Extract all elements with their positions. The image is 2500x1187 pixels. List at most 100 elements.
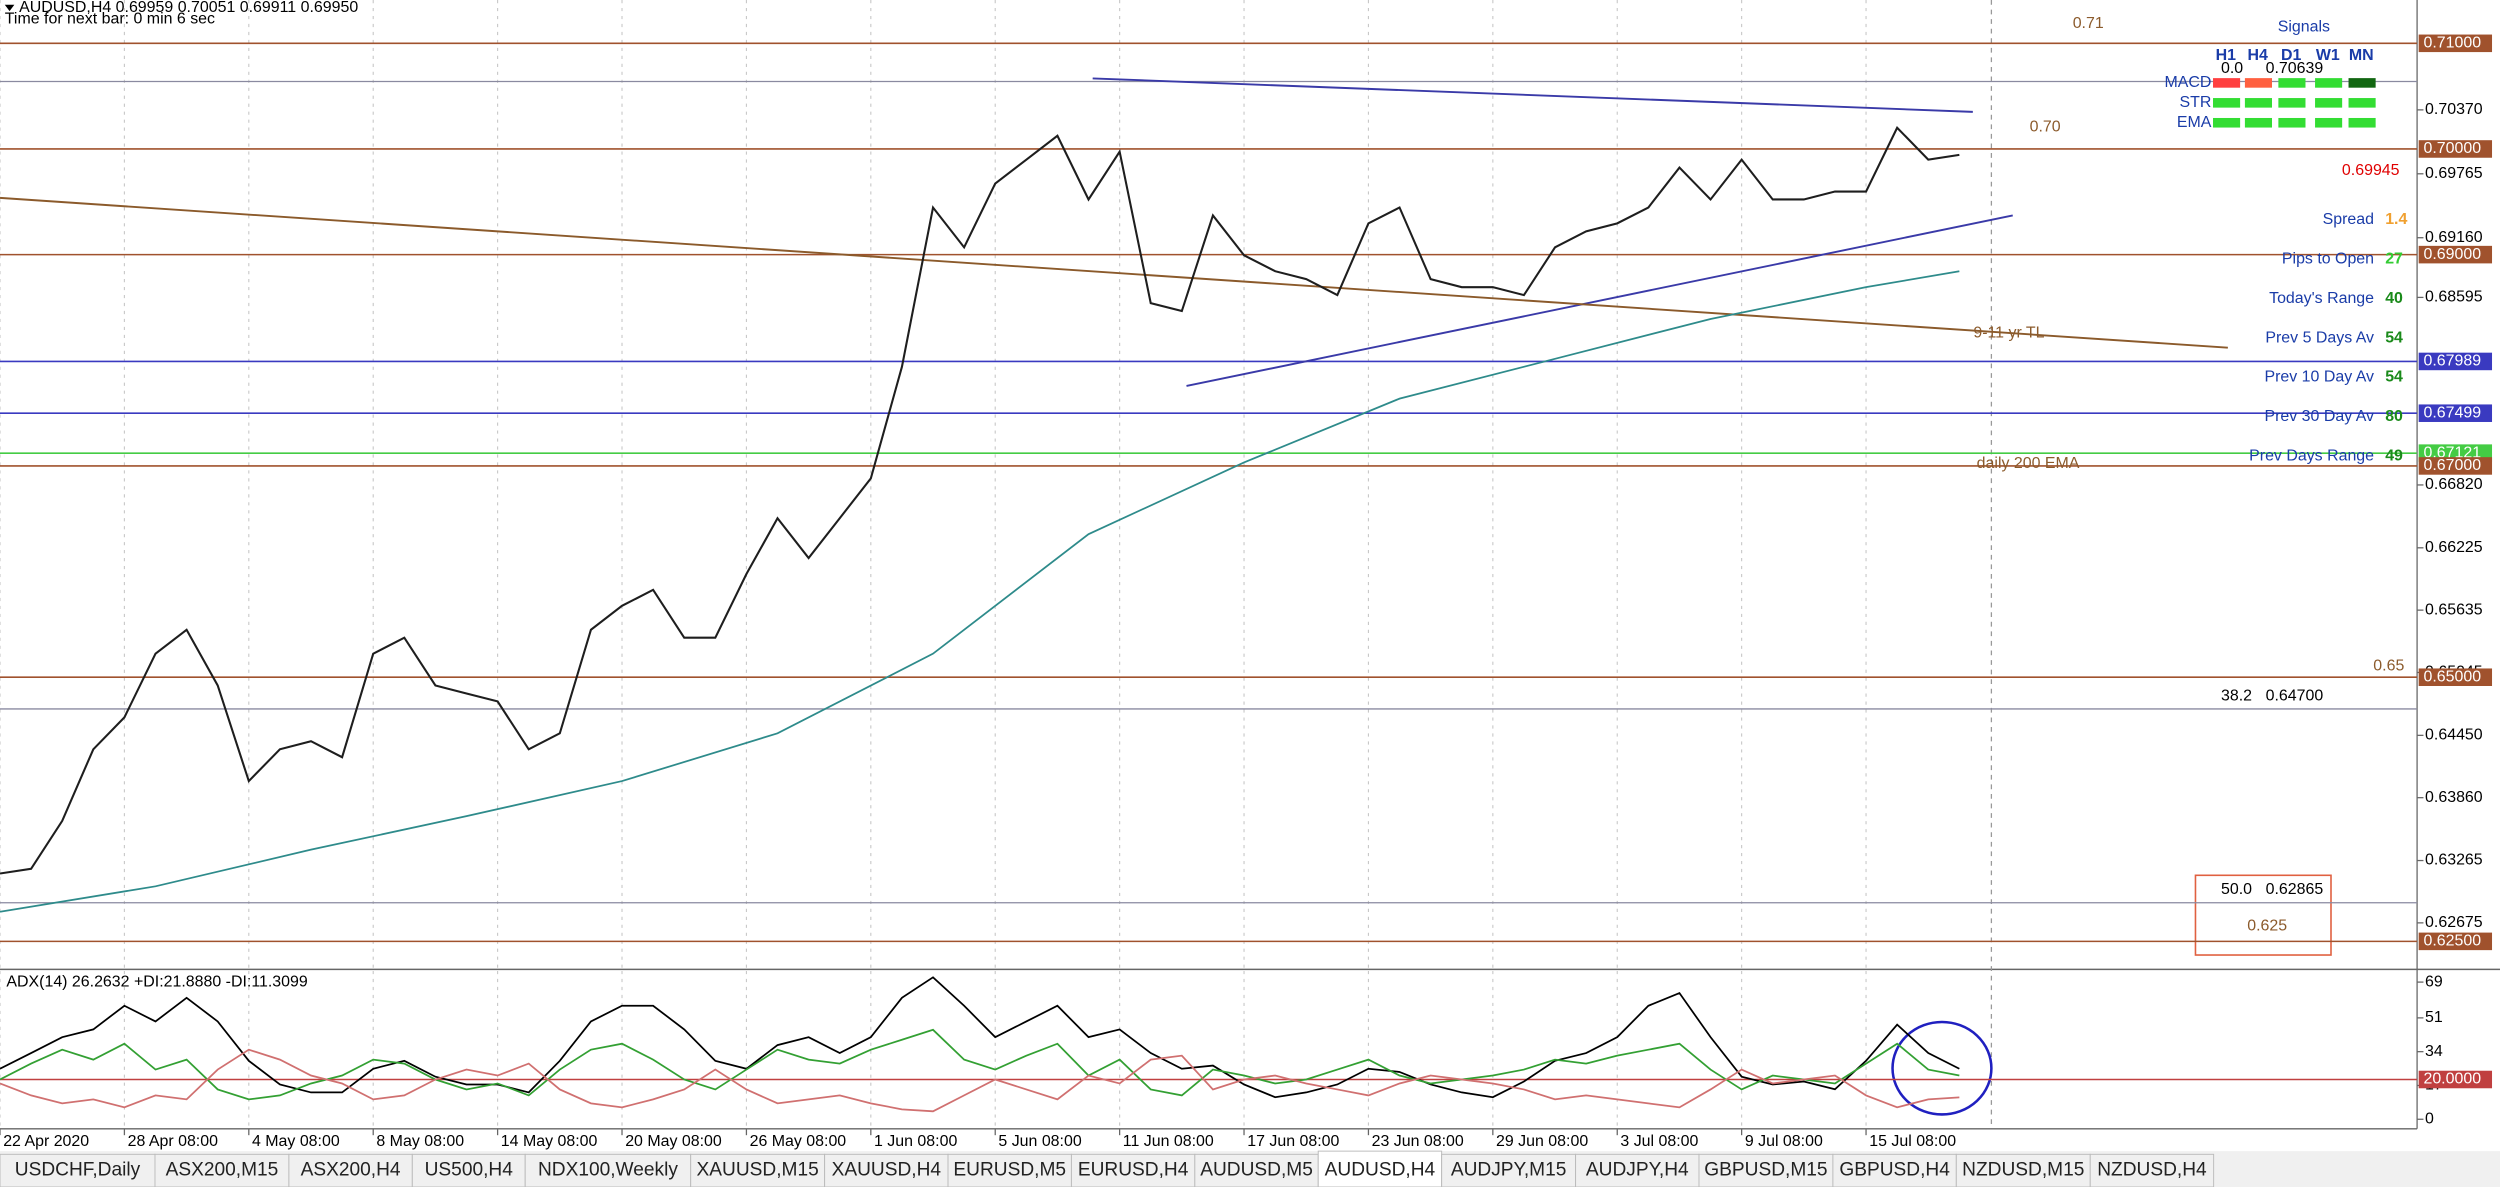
info-value: 49 — [2385, 448, 2403, 465]
trendline — [1186, 214, 2013, 387]
info-value: 54 — [2385, 329, 2403, 346]
signal-cell — [2278, 78, 2306, 88]
level-label: 0.62500 — [2423, 933, 2481, 950]
x-tick-label: 29 Jun 08:00 — [1496, 1133, 1588, 1150]
tab[interactable] — [1194, 1153, 1319, 1187]
target-box — [2194, 874, 2332, 956]
tab-label[interactable]: XAUUSD,M15 — [697, 1159, 819, 1180]
tab-label[interactable]: AUDJPY,M15 — [1451, 1159, 1567, 1180]
tab-label[interactable]: ASX200,M15 — [166, 1159, 279, 1180]
signal-column: D1 — [2281, 47, 2302, 64]
tab-label[interactable]: USDCHF,Daily — [15, 1159, 141, 1180]
level-label-box — [2418, 457, 2493, 475]
level-label: 0.71000 — [2423, 35, 2481, 52]
tab[interactable] — [824, 1153, 949, 1187]
signal-cell — [2244, 98, 2273, 108]
signal-row-label: EMA — [2177, 114, 2212, 131]
annotation: 0.71 — [2073, 15, 2104, 32]
signal-cell — [2348, 98, 2376, 108]
annotation: daily 200 EMA — [1977, 455, 2080, 472]
level-label-box — [2418, 404, 2493, 422]
y-tick-label: 0 — [2425, 1110, 2434, 1127]
series-line — [0, 125, 1960, 875]
tab-label[interactable]: NDX100,Weekly — [538, 1159, 678, 1180]
level-label: 20.0000 — [2423, 1071, 2481, 1088]
signal-row-label: MACD — [2164, 74, 2211, 91]
level-label: 0.67000 — [2423, 457, 2481, 474]
tab[interactable] — [0, 1153, 156, 1187]
y-tick-label: 0.66225 — [2425, 539, 2483, 556]
annotation: 0.625 — [2247, 918, 2287, 935]
tab[interactable] — [1441, 1153, 1577, 1187]
level-label-box — [2418, 668, 2493, 687]
signal-row-label: STR — [2180, 94, 2212, 111]
x-tick-label: 8 May 08:00 — [376, 1133, 464, 1150]
x-tick-label: 3 Jul 08:00 — [1620, 1133, 1698, 1150]
tab-label[interactable]: EURUSD,M5 — [953, 1159, 1066, 1180]
y-tick-label: 0.68595 — [2425, 289, 2483, 306]
level-label: 0.67989 — [2423, 353, 2481, 370]
y-tick-label: 51 — [2425, 1009, 2443, 1026]
signal-cell — [2213, 117, 2241, 128]
tab[interactable] — [947, 1153, 1072, 1187]
tab-label[interactable]: XAUUSD,H4 — [832, 1159, 942, 1180]
level-label-box — [2418, 34, 2493, 53]
tab-label[interactable]: ASX200,H4 — [301, 1159, 401, 1180]
series-line — [0, 1048, 1960, 1113]
x-tick-label: 4 May 08:00 — [252, 1133, 340, 1150]
info-label: Prev 5 Days Av — [2265, 329, 2374, 346]
signal-cell — [2315, 78, 2343, 88]
x-tick-label: 22 Apr 2020 — [3, 1133, 89, 1150]
info-value: 40 — [2385, 290, 2403, 307]
tab-label[interactable]: US500,H4 — [425, 1159, 514, 1180]
tab[interactable] — [1955, 1153, 2091, 1187]
level-label-box — [2418, 932, 2493, 951]
tab-label[interactable]: GBPUSD,H4 — [1839, 1159, 1950, 1180]
tab-label[interactable]: AUDUSD,M5 — [1200, 1159, 1313, 1180]
fib-ratio: 50.0 — [2221, 881, 2252, 898]
y-tick-label: 69 — [2425, 973, 2443, 990]
signal-cell — [2278, 98, 2306, 108]
x-tick-label: 1 Jun 08:00 — [874, 1133, 957, 1150]
indicator-title: ADX(14) 26.2632 +DI:21.8880 -DI:11.3099 — [6, 973, 308, 990]
fib-price: 0.62865 — [2266, 881, 2324, 898]
series-line — [0, 976, 1960, 1099]
signal-column: MN — [2349, 47, 2374, 64]
tab[interactable] — [1575, 1153, 1700, 1187]
x-tick-label: 23 Jun 08:00 — [1372, 1133, 1464, 1150]
info-value: 54 — [2385, 369, 2403, 386]
level-label: 0.65000 — [2423, 668, 2481, 685]
info-value: 1.4 — [2385, 211, 2407, 228]
trendline — [0, 196, 2228, 349]
level-label: 0.67121 — [2423, 444, 2481, 461]
series-line — [0, 270, 1960, 913]
signal-cell — [2348, 78, 2376, 88]
tab-label[interactable]: AUDUSD,H4 — [1325, 1159, 1436, 1180]
tab[interactable] — [411, 1153, 526, 1187]
tab[interactable] — [690, 1153, 826, 1187]
tab-label[interactable]: NZDUSD,H4 — [2097, 1159, 2207, 1180]
tab[interactable] — [154, 1153, 290, 1187]
info-label: Prev 30 Day Av — [2264, 408, 2374, 425]
level-label-box — [2418, 140, 2493, 158]
info-label: Prev Days Range — [2249, 448, 2374, 465]
y-tick-label: 0.69765 — [2425, 165, 2483, 182]
tab-label[interactable]: GBPUSD,M15 — [1704, 1159, 1827, 1180]
annotation: 0.70 — [2030, 119, 2061, 136]
fib-price: 0.70639 — [2266, 60, 2324, 77]
info-label: Today's Range — [2269, 290, 2374, 307]
level-label-box — [2418, 352, 2493, 371]
tab-label[interactable]: EURUSD,H4 — [1078, 1159, 1189, 1180]
tab-label[interactable]: AUDJPY,H4 — [1586, 1159, 1689, 1180]
signal-cell — [2315, 117, 2343, 128]
collapse-icon — [4, 4, 15, 12]
fib-ratio: 38.2 — [2221, 687, 2252, 704]
signal-column: H4 — [2247, 47, 2268, 64]
tab[interactable] — [2089, 1153, 2215, 1187]
fib-price: 0.64700 — [2266, 687, 2324, 704]
signal-column: W1 — [2316, 47, 2340, 64]
tab[interactable] — [288, 1153, 413, 1187]
tab-label[interactable]: NZDUSD,M15 — [1962, 1159, 2084, 1180]
annotation: 0.65 — [2373, 658, 2404, 675]
